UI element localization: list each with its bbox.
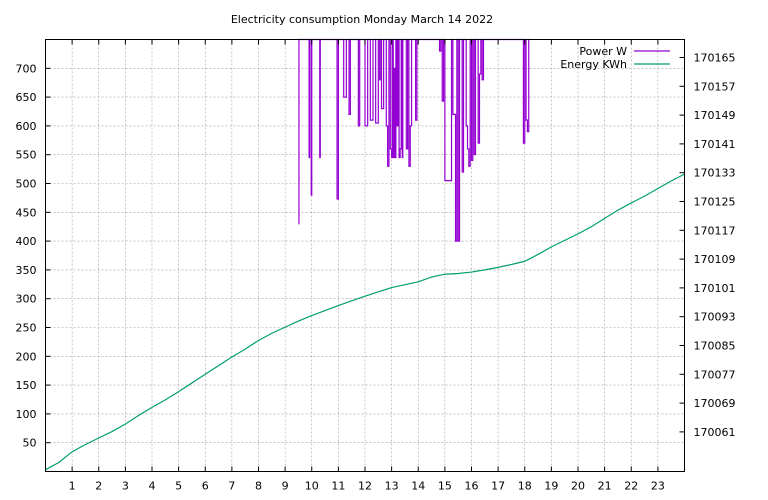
y2-tick-label: 170077 <box>694 368 736 381</box>
y2-tick-label: 170149 <box>694 109 736 122</box>
x-tick-label: 17 <box>491 480 505 493</box>
x-tick-label: 2 <box>95 480 102 493</box>
x-tick-label: 7 <box>228 480 235 493</box>
x-tick-label: 8 <box>255 480 262 493</box>
x-tick-label: 16 <box>465 480 479 493</box>
x-tick-label: 15 <box>438 480 452 493</box>
y2-tick-label: 170061 <box>694 426 736 439</box>
x-tick-label: 14 <box>411 480 425 493</box>
y2-tick-label: 170133 <box>694 167 736 180</box>
y-tick-label: 300 <box>16 293 37 306</box>
y-tick-label: 450 <box>16 206 37 219</box>
y-tick-label: 550 <box>16 149 37 162</box>
series-line-energy <box>45 173 685 471</box>
y-tick-label: 400 <box>16 235 37 248</box>
y-tick-label: 700 <box>16 62 37 75</box>
y-tick-label: 250 <box>16 322 37 335</box>
x-tick-label: 13 <box>385 480 399 493</box>
x-tick-label: 21 <box>598 480 612 493</box>
grid-lines <box>45 39 685 472</box>
x-tick-label: 5 <box>175 480 182 493</box>
legend: Power W Energy KWh <box>560 45 670 71</box>
axis-ticks: 1 2 3 4 5 6 7 8 9 10 11 12 13 14 15 16 17 18 19 20 21 22 23501… <box>16 39 736 493</box>
legend-label-energy: Energy KWh <box>560 58 627 71</box>
y-tick-label: 50 <box>23 437 37 450</box>
x-tick-label: 4 <box>149 480 156 493</box>
chart-title: Electricity consumption Monday March 14 … <box>231 13 493 26</box>
y2-tick-label: 170085 <box>694 340 736 353</box>
x-tick-label: 22 <box>624 480 638 493</box>
y-tick-label: 600 <box>16 120 37 133</box>
y-tick-label: 350 <box>16 264 37 277</box>
y2-tick-label: 170109 <box>694 253 736 266</box>
y2-tick-label: 170101 <box>694 282 736 295</box>
x-tick-label: 10 <box>305 480 319 493</box>
y-tick-label: 200 <box>16 350 37 363</box>
y2-tick-label: 170117 <box>694 224 736 237</box>
x-tick-label: 12 <box>358 480 372 493</box>
y2-tick-label: 170141 <box>694 138 736 151</box>
y2-tick-label: 170165 <box>694 52 736 65</box>
legend-label-power: Power W <box>579 45 627 58</box>
x-tick-label: 18 <box>518 480 532 493</box>
y-tick-label: 100 <box>16 408 37 421</box>
y-tick-label: 650 <box>16 91 37 104</box>
y-tick-label: 150 <box>16 379 37 392</box>
x-tick-label: 6 <box>202 480 209 493</box>
x-tick-label: 23 <box>651 480 665 493</box>
y2-tick-label: 170093 <box>694 311 736 324</box>
y2-tick-label: 170125 <box>694 196 736 209</box>
x-tick-label: 3 <box>122 480 129 493</box>
x-tick-label: 9 <box>282 480 289 493</box>
x-tick-label: 20 <box>571 480 585 493</box>
y2-tick-label: 170069 <box>694 397 736 410</box>
y2-tick-label: 170157 <box>694 80 736 93</box>
y-tick-label: 500 <box>16 178 37 191</box>
x-tick-label: 11 <box>331 480 345 493</box>
x-tick-label: 19 <box>544 480 558 493</box>
x-tick-label: 1 <box>69 480 76 493</box>
